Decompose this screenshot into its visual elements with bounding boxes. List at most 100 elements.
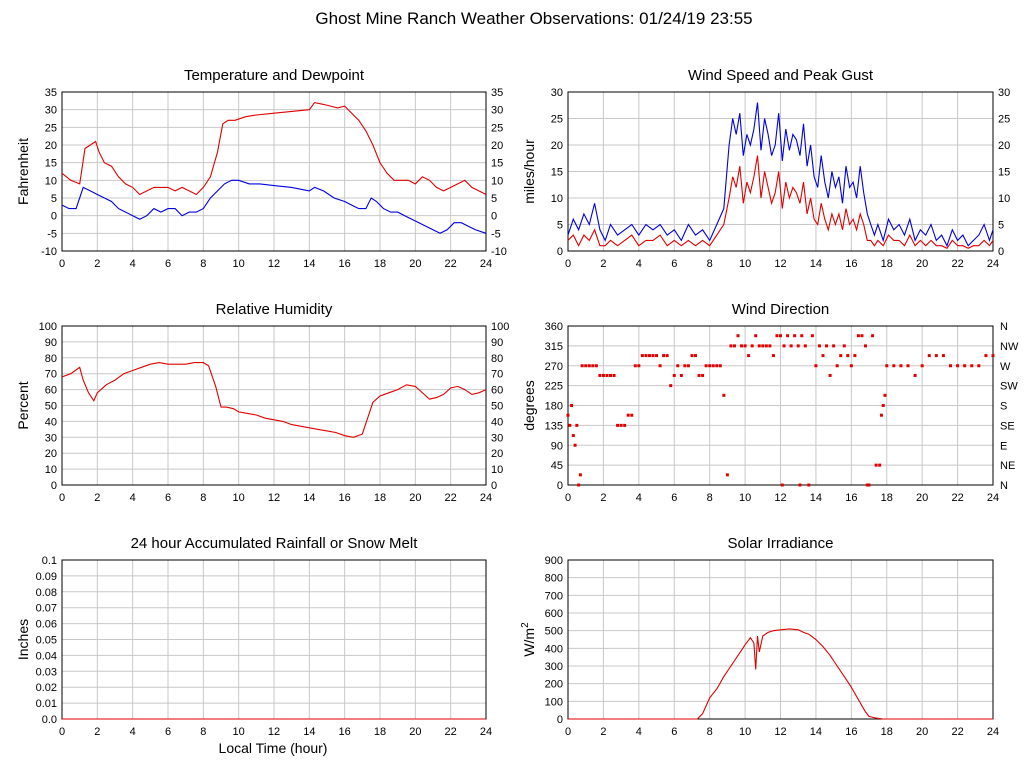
chart-rain: 24 hour Accumulated Rainfall or Snow Mel… bbox=[15, 535, 492, 738]
y-tick-label-right: 5 bbox=[998, 220, 1004, 232]
x-tick-label: 14 bbox=[810, 492, 822, 504]
x-tick-label: 12 bbox=[268, 726, 280, 738]
y-tick-label: 30 bbox=[551, 87, 563, 99]
x-tick-label: 22 bbox=[951, 492, 963, 504]
direction-point bbox=[775, 334, 779, 338]
direction-point bbox=[711, 364, 715, 368]
y-tick-label: 700 bbox=[545, 590, 563, 602]
y-tick-label: 315 bbox=[545, 341, 563, 353]
direction-point bbox=[885, 364, 889, 368]
direction-point bbox=[633, 364, 637, 368]
y-tick-label: 500 bbox=[545, 626, 563, 638]
direction-point bbox=[658, 364, 662, 368]
y-tick-label: 360 bbox=[545, 321, 563, 333]
x-tick-label: 20 bbox=[916, 492, 928, 504]
direction-point bbox=[578, 473, 582, 477]
compass-label: N bbox=[1000, 480, 1008, 492]
x-tick-label: 24 bbox=[480, 492, 492, 504]
x-tick-label: 8 bbox=[707, 258, 713, 270]
direction-point bbox=[899, 364, 903, 368]
direction-point bbox=[871, 334, 875, 338]
x-tick-label: 16 bbox=[339, 258, 351, 270]
direction-point bbox=[842, 344, 846, 348]
chart-title: Relative Humidity bbox=[216, 301, 333, 318]
y-tick-label: 10 bbox=[551, 193, 563, 205]
y-tick-label-right: -10 bbox=[491, 246, 507, 258]
x-tick-label: 14 bbox=[303, 258, 315, 270]
y-axis-label: Percent bbox=[15, 381, 31, 429]
y-tick-label: 25 bbox=[551, 114, 563, 126]
direction-point bbox=[594, 364, 598, 368]
y-axis-label-superscript: 2 bbox=[520, 622, 531, 628]
direction-point bbox=[676, 364, 680, 368]
plot-frame bbox=[61, 91, 487, 252]
x-tick-label: 14 bbox=[303, 492, 315, 504]
compass-label: E bbox=[1000, 440, 1007, 452]
direction-point bbox=[800, 334, 804, 338]
y-tick-label-right: 80 bbox=[491, 353, 503, 365]
direction-point bbox=[740, 344, 744, 348]
direction-point bbox=[771, 354, 775, 358]
y-tick-label: 20 bbox=[45, 448, 57, 460]
chart-title: Solar Irradiance bbox=[728, 535, 834, 552]
direction-point bbox=[665, 354, 669, 358]
x-tick-label: 22 bbox=[951, 726, 963, 738]
y-tick-label: 300 bbox=[545, 661, 563, 673]
y-tick-label-right: 0 bbox=[491, 480, 497, 492]
chart-title: Temperature and Dewpoint bbox=[184, 67, 365, 84]
direction-point bbox=[991, 354, 995, 358]
y-tick-label: 0.09 bbox=[36, 571, 57, 583]
y-axis-label: Fahrenheit bbox=[15, 138, 31, 205]
y-tick-label-right: 90 bbox=[491, 337, 503, 349]
x-tick-label: 2 bbox=[94, 258, 100, 270]
direction-point bbox=[881, 404, 885, 407]
x-tick-label: 22 bbox=[445, 258, 457, 270]
y-tick-label-right: 70 bbox=[491, 369, 503, 381]
y-tick-label: 400 bbox=[545, 643, 563, 655]
compass-label: S bbox=[1000, 401, 1007, 413]
direction-point bbox=[927, 354, 931, 358]
direction-point bbox=[768, 344, 772, 348]
direction-point bbox=[612, 373, 616, 377]
direction-point bbox=[662, 354, 666, 358]
y-axis-label: degrees bbox=[521, 380, 537, 431]
y-tick-label: 100 bbox=[39, 321, 57, 333]
y-tick-label: 30 bbox=[45, 105, 57, 117]
direction-point bbox=[835, 364, 839, 368]
x-tick-label: 14 bbox=[810, 726, 822, 738]
direction-point bbox=[867, 483, 871, 487]
x-tick-label: 24 bbox=[480, 258, 492, 270]
x-tick-label: 2 bbox=[600, 726, 606, 738]
plot-frame bbox=[61, 325, 487, 486]
y-tick-label: 0 bbox=[557, 480, 563, 492]
y-axis-label: miles/hour bbox=[521, 139, 537, 204]
x-tick-label: 8 bbox=[200, 492, 206, 504]
direction-point bbox=[743, 344, 747, 348]
y-tick-label: 5 bbox=[557, 220, 563, 232]
direction-point bbox=[644, 354, 648, 358]
direction-point bbox=[764, 344, 768, 348]
x-tick-label: 10 bbox=[739, 258, 751, 270]
direction-point bbox=[941, 354, 945, 358]
series-line-1 bbox=[567, 155, 994, 250]
y-tick-label-right: 40 bbox=[491, 416, 503, 428]
direction-point bbox=[571, 434, 575, 438]
direction-point bbox=[683, 364, 687, 368]
x-tick-label: 6 bbox=[671, 258, 677, 270]
x-tick-label: 2 bbox=[94, 726, 100, 738]
y-tick-label-right: 35 bbox=[491, 87, 503, 99]
chart-title: 24 hour Accumulated Rainfall or Snow Mel… bbox=[131, 535, 419, 552]
y-tick-label: 0 bbox=[557, 246, 563, 258]
direction-point bbox=[803, 344, 807, 348]
direction-point bbox=[672, 373, 676, 377]
x-tick-label: 10 bbox=[739, 726, 751, 738]
x-tick-label: 8 bbox=[707, 726, 713, 738]
direction-point bbox=[598, 373, 602, 377]
direction-point bbox=[832, 344, 836, 348]
direction-point bbox=[637, 364, 641, 368]
x-tick-label: 16 bbox=[845, 492, 857, 504]
direction-point bbox=[856, 334, 860, 338]
direction-point bbox=[701, 373, 705, 377]
direction-point bbox=[750, 344, 754, 348]
